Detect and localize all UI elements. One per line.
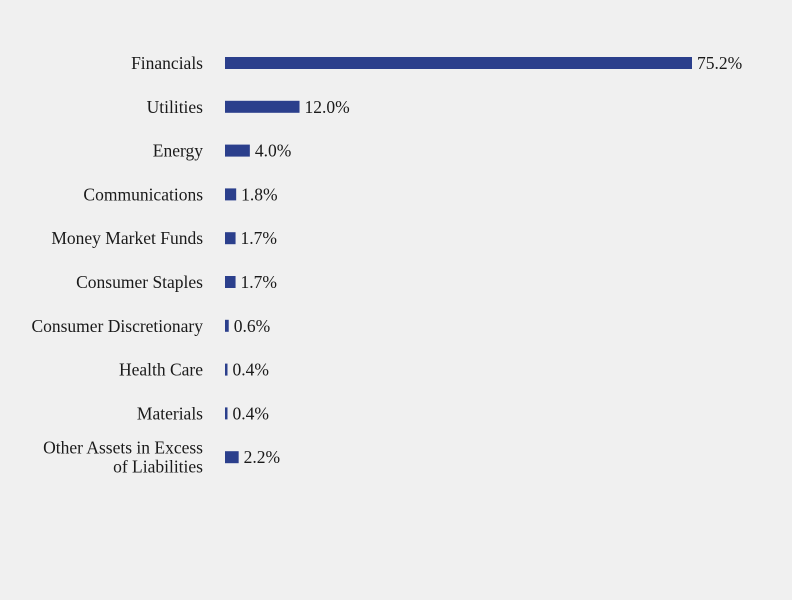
category-label-other-assets-in-excess-of-liabilities: Other Assets in Excess of Liabilities — [43, 438, 203, 477]
category-label-money-market-funds: Money Market Funds — [51, 228, 203, 248]
value-label-consumer-discretionary: 0.6% — [234, 316, 270, 336]
value-label-money-market-funds: 1.7% — [241, 228, 277, 248]
category-label-communications: Communications — [83, 184, 203, 204]
value-label-other-assets-in-excess-of-liabilities: 2.2% — [244, 447, 280, 467]
bar-money-market-funds — [225, 232, 236, 245]
bar-energy — [225, 144, 250, 157]
bar-consumer-staples — [225, 276, 236, 288]
category-labels: Financials Utilities Energy Communications M… — [31, 53, 203, 477]
bar-other-assets-in-excess-of-liabilities — [225, 451, 239, 464]
category-label-consumer-staples: Consumer Staples — [76, 272, 203, 292]
category-label-energy: Energy — [153, 141, 203, 161]
bar-utilities — [225, 100, 300, 113]
bar-communications — [225, 188, 237, 201]
value-label-materials: 0.4% — [233, 403, 269, 423]
value-label-consumer-staples: 1.7% — [241, 272, 277, 292]
value-label-energy: 4.0% — [255, 141, 291, 161]
category-label-materials: Materials — [137, 403, 203, 423]
bar-health-care — [225, 363, 228, 376]
value-label-communications: 1.8% — [241, 184, 277, 204]
category-label-consumer-discretionary: Consumer Discretionary — [31, 316, 203, 336]
value-label-financials: 75.2% — [697, 53, 742, 73]
bars-layer — [225, 57, 692, 464]
value-label-utilities: 12.0% — [305, 97, 350, 117]
bar-consumer-discretionary — [225, 319, 229, 332]
category-label-health-care: Health Care — [119, 360, 203, 380]
bar-materials — [225, 407, 228, 420]
category-label-utilities: Utilities — [147, 97, 204, 117]
bar-financials — [225, 57, 692, 69]
value-labels: 75.2% 12.0% 4.0% 1.8% 1.7% 1.7% 0.6% 0.4% 0.4% 2.… — [233, 53, 743, 467]
category-label-financials: Financials — [131, 53, 203, 73]
value-label-health-care: 0.4% — [233, 360, 269, 380]
